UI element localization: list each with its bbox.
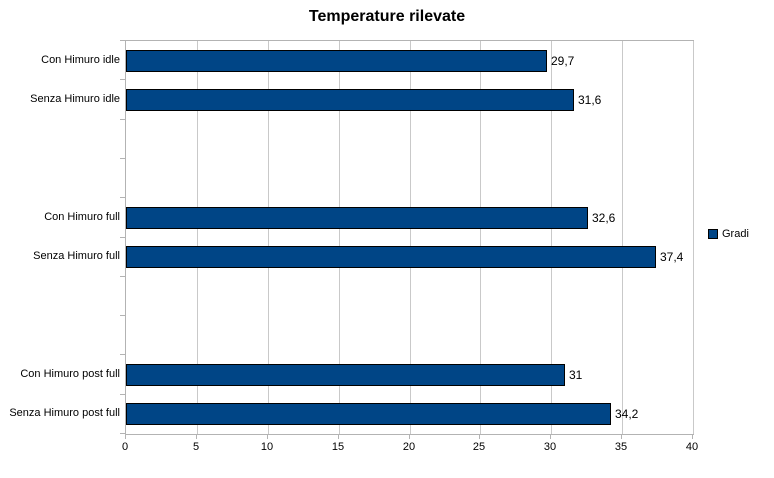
bar xyxy=(126,403,611,425)
bar-value-label: 29,7 xyxy=(551,54,575,68)
bar xyxy=(126,50,547,72)
bar xyxy=(126,246,656,268)
bar-value-label: 31,6 xyxy=(578,93,602,107)
y-axis-tick xyxy=(120,40,125,41)
y-axis-tick xyxy=(120,433,125,434)
y-axis-tick xyxy=(120,79,125,80)
x-axis-tick xyxy=(621,435,622,439)
legend: Gradi xyxy=(708,228,749,240)
legend-swatch-icon xyxy=(708,229,718,239)
y-axis-tick xyxy=(120,354,125,355)
x-tick-label: 35 xyxy=(614,441,628,453)
plot-area: 29,7 31,6 32,6 37,4 31 34,2 xyxy=(125,40,694,435)
category-label: Senza Himuro post full xyxy=(9,407,120,419)
x-tick-label: 20 xyxy=(402,441,416,453)
gridline-vertical xyxy=(622,41,623,434)
y-axis-tick xyxy=(120,237,125,238)
x-tick-label: 40 xyxy=(685,441,699,453)
x-tick-label: 30 xyxy=(543,441,557,453)
category-label: Senza Himuro idle xyxy=(30,93,120,105)
category-label: Con Himuro full xyxy=(44,211,120,223)
gridline-vertical xyxy=(410,41,411,434)
bar xyxy=(126,89,574,111)
gridline-vertical xyxy=(197,41,198,434)
category-label: Con Himuro post full xyxy=(20,368,120,380)
bar-value-label: 34,2 xyxy=(615,407,639,421)
y-axis-tick xyxy=(120,276,125,277)
category-label: Senza Himuro full xyxy=(33,250,120,262)
x-axis-tick xyxy=(267,435,268,439)
y-axis-tick xyxy=(120,158,125,159)
x-tick-label: 0 xyxy=(121,441,129,453)
gridline-vertical xyxy=(268,41,269,434)
x-axis-tick xyxy=(550,435,551,439)
y-axis-tick xyxy=(120,119,125,120)
x-axis-tick xyxy=(125,435,126,439)
gridline-vertical xyxy=(693,41,694,434)
y-axis-tick xyxy=(120,315,125,316)
category-label: Con Himuro idle xyxy=(41,54,120,66)
y-axis-tick xyxy=(120,394,125,395)
x-axis-tick xyxy=(196,435,197,439)
bar xyxy=(126,207,588,229)
x-axis-tick xyxy=(692,435,693,439)
gridline-vertical xyxy=(480,41,481,434)
x-axis-tick xyxy=(409,435,410,439)
chart-title: Temperature rilevate xyxy=(308,8,466,25)
x-tick-label: 10 xyxy=(260,441,274,453)
y-axis-tick xyxy=(120,197,125,198)
x-axis-tick xyxy=(479,435,480,439)
x-tick-label: 5 xyxy=(192,441,200,453)
bar-value-label: 32,6 xyxy=(592,211,616,225)
gridline-vertical xyxy=(339,41,340,434)
gridline-vertical xyxy=(551,41,552,434)
x-tick-label: 25 xyxy=(472,441,486,453)
bar-value-label: 37,4 xyxy=(660,250,684,264)
bar-value-label: 31 xyxy=(569,368,583,382)
x-axis-tick xyxy=(338,435,339,439)
legend-label: Gradi xyxy=(722,228,749,240)
bar xyxy=(126,364,565,386)
x-tick-label: 15 xyxy=(331,441,345,453)
